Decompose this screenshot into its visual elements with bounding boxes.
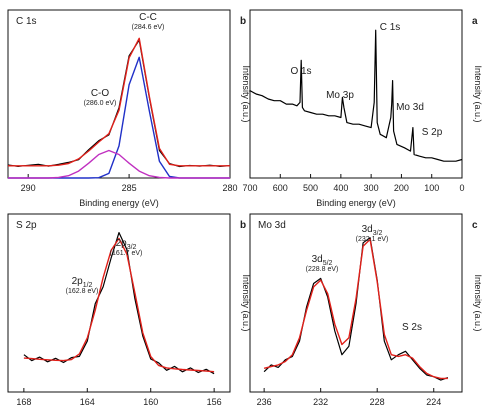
peak-energy: (286.0 eV) — [84, 100, 117, 107]
peak-label: 2p3/2 — [116, 238, 137, 251]
peak-name: 2p — [116, 238, 128, 249]
peak-label: O 1s — [290, 66, 311, 77]
peak-name: 3d — [362, 224, 373, 235]
peak-label: 2p1/2 — [72, 276, 93, 289]
peak-subscript: 3/2 — [127, 244, 137, 251]
x-tick-label: 290 — [21, 183, 36, 193]
peak-name: 3d — [312, 254, 323, 265]
peak-name: O 1s — [290, 66, 311, 77]
x-tick-label: 232 — [313, 397, 328, 407]
spectrum-line — [23, 237, 215, 373]
peak-energy: (162.8 eV) — [66, 288, 99, 295]
panel-label: c — [472, 220, 478, 231]
peak-label: C 1s — [380, 22, 401, 33]
x-tick-label: 500 — [303, 183, 318, 193]
peak-label: Mo 3p — [326, 90, 354, 101]
peak-name: S 2s — [402, 322, 422, 333]
x-tick-label: 400 — [333, 183, 348, 193]
peak-name: C-C — [139, 12, 157, 23]
peak-label: Mo 3d — [396, 102, 424, 113]
y-axis-label: Intensity (a.u.) — [473, 65, 483, 122]
peak-subscript: 5/2 — [323, 260, 333, 267]
panel-title: S 2p — [16, 220, 37, 231]
peak-label: C-O — [91, 88, 110, 99]
x-tick-label: 228 — [370, 397, 385, 407]
x-tick-label: 168 — [16, 397, 31, 407]
spectrum-line — [249, 29, 463, 162]
peak-subscript: 1/2 — [83, 282, 93, 289]
y-axis-label: Intensity (a.u.) — [241, 65, 251, 122]
x-tick-label: 300 — [364, 183, 379, 193]
peak-energy: (232.1 eV) — [356, 236, 389, 243]
spectrum-line — [263, 237, 449, 381]
peak-name: Mo 3p — [326, 90, 354, 101]
x-tick-label: 280 — [222, 183, 237, 193]
peak-label: C-C — [139, 12, 157, 23]
x-axis-label: Binding energy (eV) — [316, 198, 396, 208]
spectrum-line — [23, 232, 215, 375]
spectrum-line — [8, 37, 230, 167]
x-tick-label: 156 — [207, 397, 222, 407]
x-tick-label: 160 — [143, 397, 158, 407]
peak-subscript: 3/2 — [373, 230, 383, 237]
peak-name: 2p — [72, 276, 84, 287]
panel-label: b — [240, 16, 246, 27]
peak-energy: (161.7 eV) — [110, 250, 143, 257]
peak-name: Mo 3d — [396, 102, 424, 113]
peak-label: 3d5/2 — [312, 254, 333, 267]
peak-name: S 2p — [422, 127, 443, 138]
panel-title: Mo 3d — [258, 220, 286, 231]
spectrum-line — [8, 56, 230, 179]
x-tick-label: 285 — [122, 183, 137, 193]
x-tick-label: 100 — [424, 183, 439, 193]
peak-label: 3d3/2 — [362, 224, 383, 237]
peak-name: C-O — [91, 88, 110, 99]
x-tick-label: 164 — [80, 397, 95, 407]
y-axis-label: Intensity (a.u.) — [473, 274, 483, 331]
panel-frame — [249, 213, 463, 393]
panel-label: b — [240, 220, 246, 231]
x-tick-label: 224 — [426, 397, 441, 407]
y-axis-label: Intensity (a.u.) — [241, 274, 251, 331]
x-tick-label: 600 — [273, 183, 288, 193]
peak-label: S 2s — [402, 322, 422, 333]
x-tick-label: 236 — [257, 397, 272, 407]
peak-label: S 2p — [422, 127, 443, 138]
panel-frame — [7, 213, 231, 393]
peak-name: C 1s — [380, 22, 401, 33]
peak-energy: (228.8 eV) — [306, 266, 339, 273]
peak-energy: (284.6 eV) — [132, 24, 165, 31]
panel-label: a — [472, 16, 478, 27]
x-tick-label: 200 — [394, 183, 409, 193]
spectrum-line — [8, 149, 230, 179]
panel-frame — [249, 9, 463, 179]
x-tick-label: 0 — [459, 183, 464, 193]
panel-frame — [7, 9, 231, 179]
spectrum-line — [263, 238, 448, 380]
x-axis-label: Binding energy (eV) — [79, 198, 159, 208]
panel-title: C 1s — [16, 16, 37, 27]
x-tick-label: 700 — [242, 183, 257, 193]
